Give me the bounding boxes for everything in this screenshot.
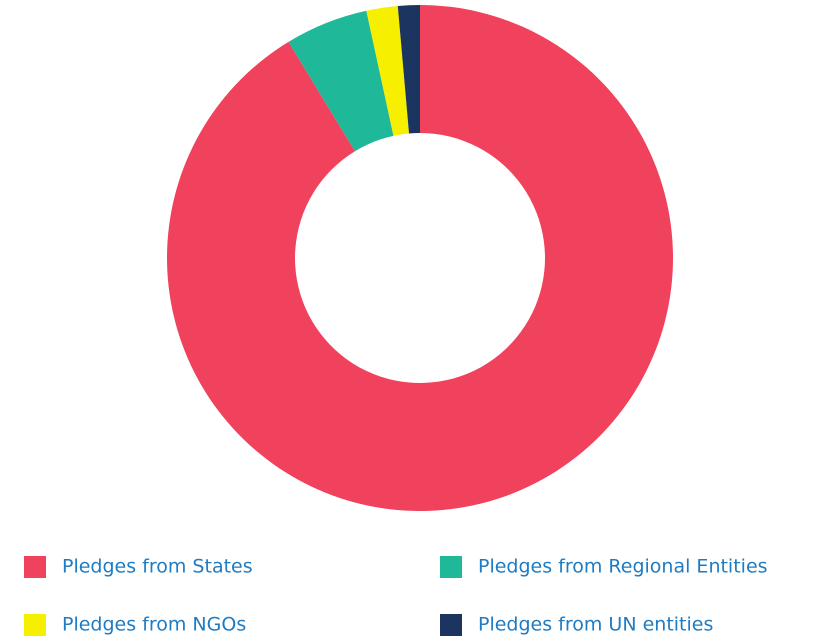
slice [288, 10, 394, 152]
legend-label: Pledges from Regional Entities [478, 556, 768, 578]
legend-label: Pledges from UN entities [478, 614, 713, 636]
legend-swatch [24, 556, 46, 578]
legend-swatch [24, 614, 46, 636]
legend-label: Pledges from States [62, 556, 253, 578]
legend-label: Pledges from NGOs [62, 614, 246, 636]
donut [166, 5, 673, 511]
legend-swatch [440, 556, 462, 578]
slice [397, 5, 420, 134]
legend-swatch [440, 614, 462, 636]
legend: Pledges from States Pledges from Regional… [24, 556, 768, 636]
slice [166, 5, 673, 511]
slice [366, 5, 410, 136]
